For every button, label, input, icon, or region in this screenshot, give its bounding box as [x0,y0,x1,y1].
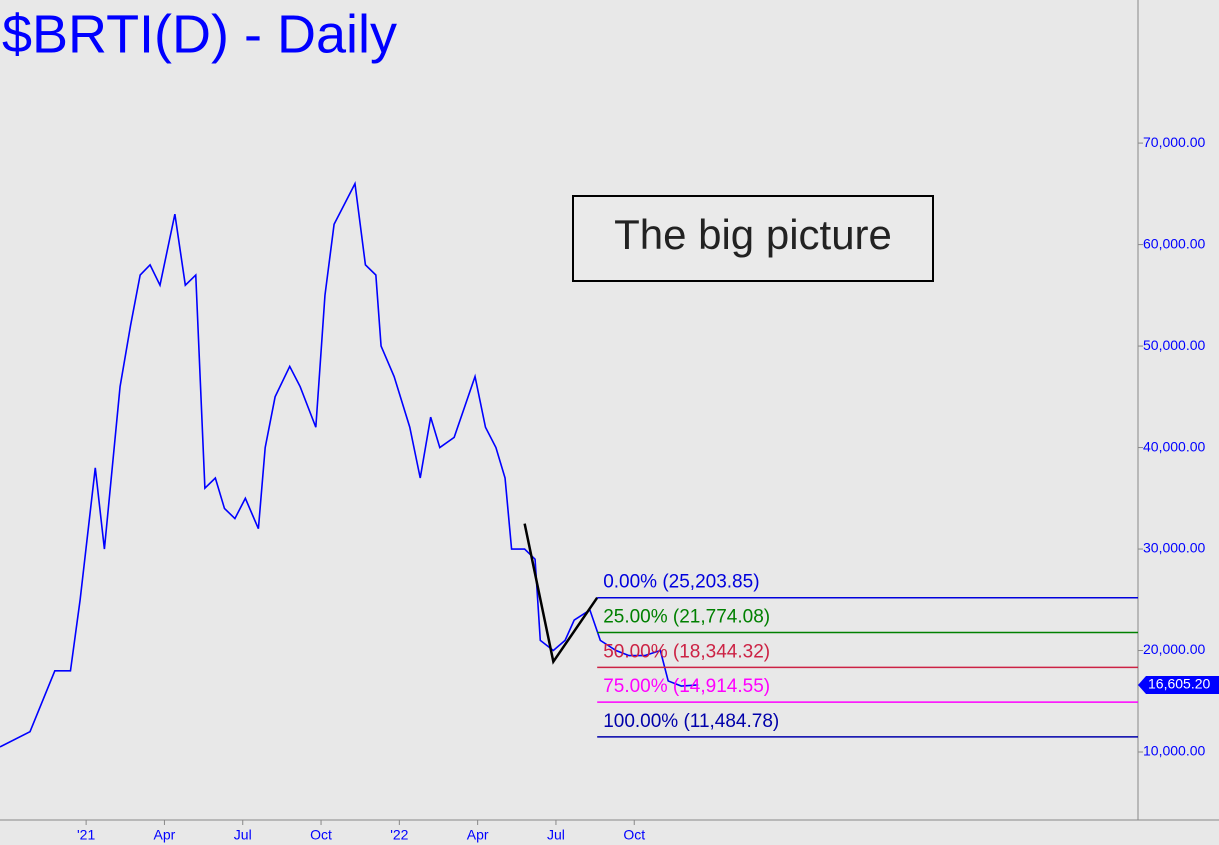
chart-title: $BRTI(D) - Daily [2,4,397,64]
last-price-tag [1138,675,1219,694]
fib-label: 75.00% (14,914.55) [603,676,770,697]
swing-line [523,523,599,665]
annotation: The big picture [614,211,892,258]
x-tick-label: Apr [467,827,489,843]
y-tick-label: 20,000.00 [1143,641,1205,657]
fib-label: 100.00% (11,484.78) [603,711,779,732]
x-tick-label: Apr [154,827,176,843]
y-tick-label: 10,000.00 [1143,743,1205,759]
x-tick-label: '22 [390,827,408,843]
last-price-label: 16,605.20 [1148,676,1210,692]
x-tick-label: Oct [623,827,645,843]
fib-label: 25.00% (21,774.08) [603,607,770,628]
y-tick-label: 60,000.00 [1143,235,1205,251]
y-tick-label: 50,000.00 [1143,337,1205,353]
x-tick-label: Jul [234,827,252,843]
annotation-box [572,195,934,282]
price-line [0,181,699,748]
x-tick-label: Jul [547,827,565,843]
fib-label: 50.00% (18,344.32) [603,641,770,662]
y-tick-label: 40,000.00 [1143,438,1205,454]
y-tick-label: 70,000.00 [1143,134,1205,150]
fib-label: 0.00% (25,203.85) [603,572,759,593]
y-tick-label: 30,000.00 [1143,540,1205,556]
x-tick-label: Oct [310,827,332,843]
x-tick-label: '21 [77,827,95,843]
